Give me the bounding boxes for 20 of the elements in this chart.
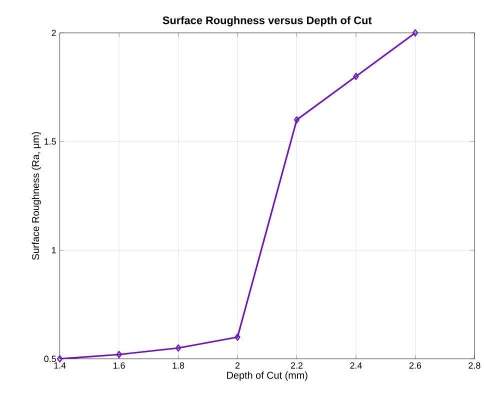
point bbox=[353, 72, 359, 80]
y-tick-label: 1.5 bbox=[44, 138, 56, 145]
chart-title: Surface Roughness versus Depth of Cut bbox=[162, 16, 372, 27]
x-tick-label: 1.4 bbox=[54, 362, 66, 369]
x-tick-label: 1.6 bbox=[114, 362, 125, 369]
x-axis-title: Depth of Cut (mm) bbox=[227, 372, 308, 381]
point bbox=[175, 344, 182, 352]
x-tick-label: 1.8 bbox=[172, 362, 184, 369]
point bbox=[116, 351, 122, 358]
y-axis-title: Surface Roughness (Ra, μm) bbox=[32, 132, 42, 260]
point bbox=[294, 116, 300, 124]
x-tick-label: 2 bbox=[235, 362, 240, 369]
x-tick-label: 2.4 bbox=[350, 362, 362, 369]
y-tick-label: 2 bbox=[52, 30, 56, 36]
y-tick-label: 0.5 bbox=[44, 356, 56, 362]
x-tick-label: 2.2 bbox=[291, 362, 303, 369]
x-tick-label: 2.8 bbox=[468, 362, 480, 369]
y-tick-label: 1 bbox=[52, 247, 56, 254]
point bbox=[234, 334, 240, 341]
x-tick-label: 2.6 bbox=[409, 362, 422, 369]
